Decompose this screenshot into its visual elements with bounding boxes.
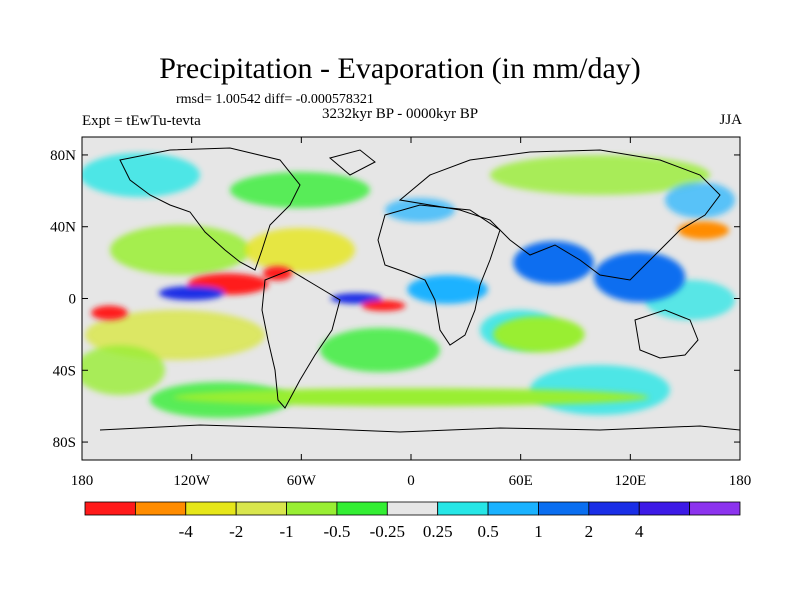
region-caribbean-red bbox=[262, 266, 293, 281]
colorbar-swatch bbox=[689, 501, 741, 516]
region-south-pacific-red bbox=[91, 305, 128, 321]
region-southern-ocean-green bbox=[173, 388, 649, 407]
colorbar-swatch bbox=[185, 501, 237, 516]
greenland-coast bbox=[328, 149, 376, 176]
lat-tick-label: 40S bbox=[53, 363, 76, 379]
lat-axis: 80N 40N 0 40S 80S bbox=[50, 148, 740, 451]
colorbar-swatch bbox=[487, 501, 539, 516]
lat-tick-label: 80N bbox=[50, 148, 76, 164]
colorbar-swatch bbox=[437, 501, 489, 516]
colorbar-swatch bbox=[286, 501, 338, 516]
lon-axis: 180 120W 60W 0 60E 120E 180 bbox=[71, 137, 752, 489]
colorbar-label: 4 bbox=[635, 522, 644, 541]
region-india-monsoon-blue bbox=[513, 241, 594, 285]
coastlines bbox=[99, 147, 740, 433]
colorbar-label: -0.5 bbox=[323, 522, 350, 541]
colorbar-swatch bbox=[386, 501, 439, 516]
region-west-pacific-blue bbox=[593, 251, 686, 303]
region-atlantic-itcz-purple bbox=[330, 293, 382, 304]
colorbar-swatch bbox=[538, 501, 590, 516]
region-nw-pacific-orange bbox=[677, 221, 730, 240]
north-america-coast bbox=[119, 147, 301, 271]
lon-tick-label: 120E bbox=[614, 473, 646, 489]
colorbar-label: 0.25 bbox=[423, 522, 453, 541]
period-label: 3232kyr BP - 0000kyr BP bbox=[322, 106, 479, 122]
colorbar-label: -2 bbox=[229, 522, 243, 541]
region-south-atlantic-red bbox=[361, 300, 406, 312]
colorbar-label: -1 bbox=[279, 522, 293, 541]
lat-tick-label: 80S bbox=[53, 435, 76, 451]
south-america-coast bbox=[261, 269, 341, 409]
australia-coast bbox=[634, 309, 699, 359]
stats-text: rmsd= 1.00542 diff= -0.000578321 bbox=[176, 92, 374, 107]
region-pacific-itcz-purple bbox=[158, 285, 225, 301]
colorbar-swatch bbox=[336, 501, 388, 516]
colorbar-label: 2 bbox=[585, 522, 594, 541]
region-central-africa-blue bbox=[407, 275, 488, 304]
lon-tick-label: 180 bbox=[71, 473, 94, 489]
region-south-indian-green bbox=[493, 316, 585, 353]
chart-title: Precipitation - Evaporation (in mm/day) bbox=[159, 52, 641, 85]
colorbar-label: -0.25 bbox=[370, 522, 405, 541]
lon-tick-label: 180 bbox=[729, 473, 752, 489]
lon-tick-label: 120W bbox=[173, 473, 211, 489]
colorbar-swatch bbox=[588, 501, 640, 516]
lat-tick-label: 40N bbox=[50, 220, 76, 236]
antarctica-coast bbox=[99, 424, 740, 433]
colorbar: -4 -2 -1 -0.5 -0.25 0.25 0.5 1 2 4 bbox=[84, 501, 741, 541]
colorbar-swatch bbox=[134, 501, 187, 516]
experiment-label: Expt = tEwTu-tevta bbox=[82, 113, 201, 129]
colorbar-swatch bbox=[84, 501, 136, 516]
field-regions bbox=[91, 221, 730, 407]
colorbar-label: -4 bbox=[179, 522, 194, 541]
lon-tick-label: 0 bbox=[407, 473, 415, 489]
colorbar-swatch bbox=[638, 501, 691, 516]
precip-evap-field bbox=[82, 137, 740, 460]
colorbar-swatch bbox=[235, 501, 287, 516]
eurasia-coast bbox=[398, 149, 721, 281]
colorbar-label: 0.5 bbox=[477, 522, 498, 541]
africa-coast bbox=[377, 204, 501, 346]
lat-tick-label: 0 bbox=[69, 292, 77, 308]
colorbar-label: 1 bbox=[534, 522, 543, 541]
season-label: JJA bbox=[719, 112, 742, 128]
lon-tick-label: 60W bbox=[287, 473, 317, 489]
lon-tick-label: 60E bbox=[509, 473, 533, 489]
